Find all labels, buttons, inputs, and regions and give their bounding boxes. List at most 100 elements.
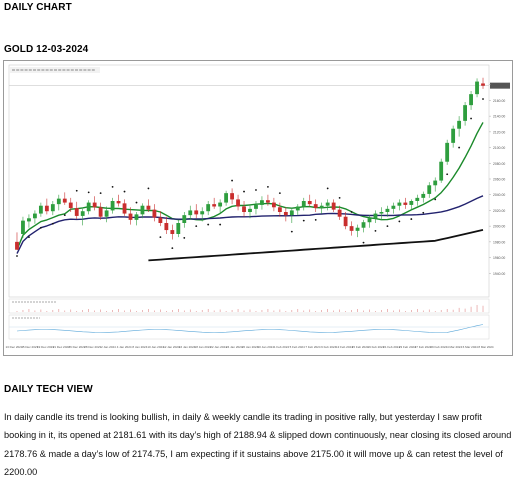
date-axis-label: 23 Feb 2024 <box>399 345 416 349</box>
price-tick-label: 2100.00 <box>493 146 505 150</box>
candle-body <box>433 180 438 186</box>
sar-dot <box>386 225 389 228</box>
candle-body <box>373 213 378 219</box>
candle-body <box>236 199 240 207</box>
price-tick-label: 2160.00 <box>493 99 505 103</box>
price-tick-label: 2140.00 <box>493 115 505 119</box>
sar-dot <box>219 223 222 226</box>
candle-body <box>331 202 336 210</box>
sar-dot <box>302 219 305 222</box>
date-axis-label: 19 Feb 2024 <box>367 345 384 349</box>
candle-body <box>367 218 372 223</box>
date-axis-label: 7 Feb 2024 <box>305 345 321 349</box>
candle-body <box>254 204 258 209</box>
candle-body <box>415 197 420 201</box>
sar-dot <box>123 190 126 193</box>
sar-dot <box>183 237 186 239</box>
candle-body <box>343 216 348 227</box>
candle-body <box>146 205 151 210</box>
sar-dot <box>410 218 413 220</box>
sar-dot <box>290 230 293 233</box>
date-axis-label: 6 Mar 2024 <box>463 345 479 349</box>
candle-body <box>74 208 79 216</box>
sar-dot <box>350 211 353 213</box>
sar-dot <box>278 192 281 195</box>
sar-dot <box>159 236 162 239</box>
candle-body <box>481 83 485 86</box>
instrument-title: GOLD 12-03-2024 <box>4 44 89 55</box>
date-axis-label: 30 Jan 2024 <box>257 345 274 349</box>
sar-dot <box>63 214 66 217</box>
candle-body <box>224 193 229 203</box>
sar-dot <box>422 211 425 214</box>
price-tick-label: 2180.00 <box>493 83 505 87</box>
candle-body <box>385 208 390 212</box>
candle-body <box>409 201 414 205</box>
price-chart: 2180.00 2160.00 2140.00 2120.00 2100.00 2080.… <box>3 60 513 356</box>
main-panel <box>8 64 490 298</box>
chart-svg: 2180.00 2160.00 2140.00 2120.00 2100.00 2080.… <box>5 64 510 349</box>
date-axis-label: 15 Dec 2023 <box>21 345 38 349</box>
candle-body <box>277 207 282 212</box>
candle-body <box>104 210 109 217</box>
candle-body <box>80 211 85 216</box>
candle-body <box>206 204 211 212</box>
candle-body <box>170 230 175 234</box>
date-axis-label: 26 Dec 2023 <box>68 345 85 349</box>
sar-dot <box>482 98 484 100</box>
sar-dot <box>75 189 78 192</box>
candle-body <box>379 212 384 214</box>
candle-body <box>248 208 252 212</box>
sar-dot <box>446 173 449 176</box>
candle-body <box>86 202 91 212</box>
date-axis-label: 4 Mar 2024 <box>447 345 463 349</box>
price-tick-label: 2020.00 <box>493 209 505 213</box>
sar-dot <box>398 220 401 223</box>
date-axis-label: 21 Dec 2023 <box>53 345 70 349</box>
candle-body <box>158 217 163 223</box>
candle-body <box>50 204 55 212</box>
date-axis-label: 24 Jan 2024 <box>226 345 243 349</box>
candle-body <box>68 202 73 209</box>
sar-dot <box>28 236 30 239</box>
sar-dot <box>243 190 245 193</box>
candle-body <box>475 81 479 95</box>
candle-body <box>403 202 408 205</box>
candle-body <box>15 241 19 250</box>
candle-body <box>325 202 330 206</box>
candle-body <box>164 223 169 231</box>
candle-body <box>463 105 468 121</box>
price-tick-label: 2120.00 <box>493 130 505 134</box>
price-tick-label: 1940.00 <box>493 272 505 276</box>
candle-body <box>176 223 181 234</box>
candle-body <box>397 202 402 206</box>
sar-dot <box>338 196 341 199</box>
candle-body <box>122 203 127 214</box>
tech-view-paragraph: In daily candle its trend is looking bul… <box>4 412 512 478</box>
sar-dot <box>171 247 174 250</box>
sar-dot <box>16 255 18 257</box>
candle-body <box>44 205 49 212</box>
candle-body <box>457 120 462 129</box>
date-axis-label: 13 Feb 2024 <box>336 345 353 349</box>
sar-dot <box>326 187 329 190</box>
candle-body <box>218 202 223 207</box>
candle-body <box>212 204 217 207</box>
date-axis-label: 2 Jan 2024 <box>101 345 116 349</box>
date-axis-label: 22 Jan 2024 <box>210 345 227 349</box>
candle-body <box>152 209 157 218</box>
price-tick-label: 2040.00 <box>493 193 505 197</box>
date-axis-label: 21 Feb 2024 <box>383 345 400 349</box>
candle-body <box>391 205 396 209</box>
candle-body <box>98 207 103 217</box>
date-axis-label: 19 Dec 2023 <box>37 345 54 349</box>
date-axis-label: 18 Jan 2024 <box>195 345 212 349</box>
sar-dot <box>51 222 54 225</box>
candle-body <box>355 227 360 231</box>
candle-body <box>307 201 312 205</box>
candle-body <box>337 209 342 217</box>
candle-body <box>116 201 121 204</box>
sar-dot <box>99 192 102 195</box>
candle-body <box>439 161 444 181</box>
candle-body <box>271 202 276 208</box>
